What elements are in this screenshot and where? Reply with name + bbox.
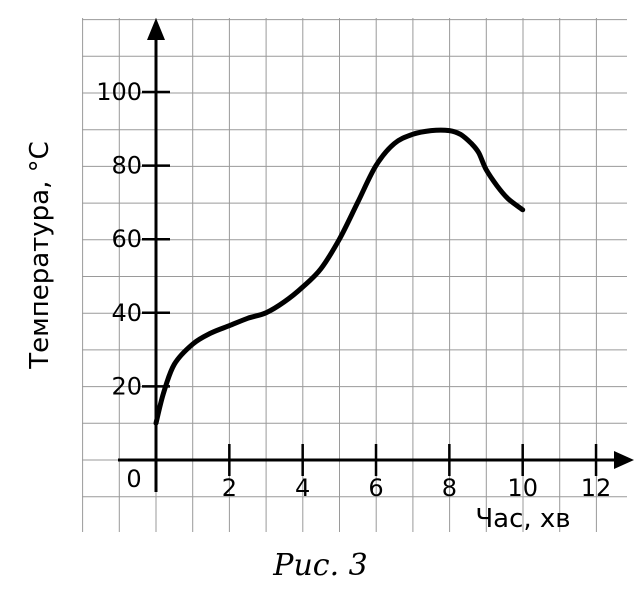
y-axis-title: Температура, °С — [25, 141, 55, 370]
tick-labels: 2 4 6 8 10 12 20 40 60 80 100 — [96, 78, 611, 502]
y-tick-label: 40 — [111, 299, 142, 327]
y-tick-label: 20 — [111, 372, 142, 400]
tick-marks — [142, 90, 598, 476]
y-tick-label: 60 — [111, 225, 142, 253]
x-tick-label: 2 — [222, 474, 237, 502]
x-tick-label: 12 — [581, 474, 612, 502]
x-tick-label: 6 — [368, 474, 383, 502]
origin-label: 0 — [126, 465, 141, 493]
x-tick-label: 4 — [295, 474, 310, 502]
x-tick-label: 8 — [442, 474, 457, 502]
grid-lines — [82, 18, 627, 532]
x-tick-label: 10 — [507, 474, 538, 502]
figure-caption: Рис. 3 — [273, 548, 368, 583]
x-axis-title: Час, хв — [475, 504, 570, 534]
y-tick-label: 80 — [111, 152, 142, 180]
x-axis-arrow — [614, 451, 634, 469]
y-tick-label: 100 — [96, 78, 142, 106]
y-axis-arrow — [147, 18, 165, 40]
temperature-curve — [153, 127, 526, 426]
